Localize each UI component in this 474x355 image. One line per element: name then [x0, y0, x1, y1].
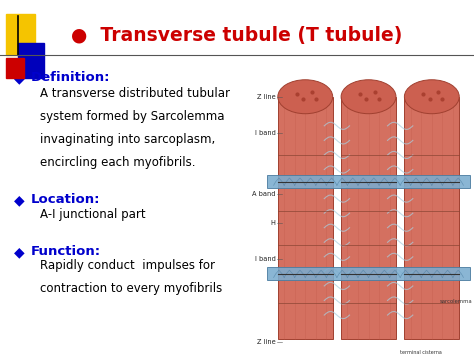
Text: Z line: Z line: [257, 94, 276, 100]
Bar: [341, 97, 396, 339]
Text: I band: I band: [255, 256, 276, 262]
Text: ◆: ◆: [14, 193, 25, 207]
Text: ◆: ◆: [14, 245, 25, 259]
Text: ◆: ◆: [14, 71, 25, 85]
Bar: [6, 14, 35, 55]
Ellipse shape: [278, 80, 333, 114]
Bar: [278, 97, 333, 339]
Text: terminal cisterna
of sarcoplasmic
reticulum: terminal cisterna of sarcoplasmic reticu…: [401, 350, 442, 355]
Bar: [267, 175, 470, 188]
Ellipse shape: [404, 80, 459, 114]
Text: contraction to every myofibrils: contraction to every myofibrils: [40, 282, 222, 295]
Bar: [404, 97, 459, 339]
Text: ●  Transverse tubule (T tubule): ● Transverse tubule (T tubule): [71, 26, 403, 45]
Text: A-I junctional part: A-I junctional part: [40, 208, 146, 221]
Bar: [6, 58, 24, 78]
Ellipse shape: [341, 80, 396, 114]
Text: Location:: Location:: [31, 193, 100, 207]
Text: Rapidly conduct  impulses for: Rapidly conduct impulses for: [40, 259, 215, 272]
Text: A band: A band: [252, 191, 276, 197]
Text: Z line: Z line: [257, 339, 276, 345]
Text: encircling each myofibrils.: encircling each myofibrils.: [40, 156, 196, 169]
Text: sarcolemma: sarcolemma: [439, 299, 472, 304]
Bar: [18, 43, 44, 78]
Text: Function:: Function:: [31, 245, 101, 258]
Text: H: H: [271, 220, 276, 226]
Bar: [267, 267, 470, 280]
Text: invaginating into sarcoplasm,: invaginating into sarcoplasm,: [40, 133, 216, 146]
Text: system formed by Sarcolemma: system formed by Sarcolemma: [40, 110, 225, 123]
Text: I band: I band: [255, 130, 276, 136]
Text: A transverse distributed tubular: A transverse distributed tubular: [40, 87, 230, 100]
Text: Definition:: Definition:: [31, 71, 110, 84]
